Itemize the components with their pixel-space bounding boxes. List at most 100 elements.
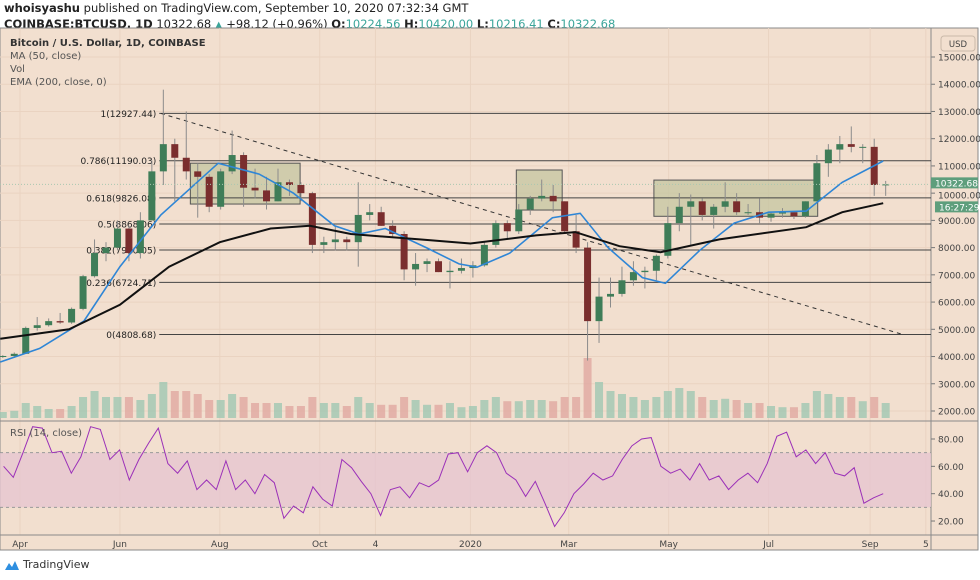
candle-body: [698, 201, 706, 215]
candle-body: [847, 144, 855, 147]
time-tick-label: May: [659, 540, 678, 550]
currency-button[interactable]: [940, 35, 976, 52]
volume-bar: [686, 391, 695, 418]
logo-text: TradingView: [23, 558, 90, 571]
candle-body: [68, 308, 76, 323]
volume-bar: [663, 391, 672, 418]
low-label: L:: [476, 17, 489, 31]
volume-bar: [870, 397, 879, 418]
volume-bar: [468, 406, 477, 418]
volume-bar: [732, 400, 741, 418]
volume-bar: [170, 391, 179, 418]
time-tick-label: Jul: [762, 540, 774, 550]
ema200-line[interactable]: [0, 202, 884, 340]
fib-level-label: 0.5(8868.06): [98, 220, 157, 230]
time-tick-label: Mar: [560, 540, 577, 550]
candle-body: [446, 270, 454, 273]
volume-bar: [537, 400, 546, 418]
trendline[interactable]: [160, 112, 904, 335]
candle-body: [297, 184, 305, 194]
candle-body: [217, 171, 225, 207]
publish-text: published on TradingView.com, September …: [79, 1, 469, 15]
candle-body: [412, 263, 420, 270]
legend-ma[interactable]: MA (50, close): [10, 51, 82, 62]
volume-bar: [228, 394, 237, 418]
volume-bar: [835, 397, 844, 418]
volume-bar: [262, 403, 271, 418]
volume-bar: [583, 358, 592, 418]
candle-body: [595, 296, 603, 322]
candle-body: [480, 244, 488, 266]
candle-body: [343, 239, 351, 243]
volume-bar: [216, 400, 225, 418]
candle-body: [801, 201, 809, 217]
ma50-line[interactable]: [0, 160, 884, 363]
time-tick-label: Oct: [312, 540, 328, 550]
legend-vol[interactable]: Vol: [10, 64, 25, 75]
triangle-up-icon: ▲: [214, 20, 223, 31]
legend-title: Bitcoin / U.S. Dollar, 1D, COINBASE: [10, 38, 206, 49]
candle-body: [733, 201, 741, 213]
volume-bar: [847, 397, 856, 418]
volume-bar: [445, 403, 454, 418]
volume-bar: [617, 394, 626, 418]
legend-rsi[interactable]: RSI (14, close): [10, 428, 83, 439]
rsi-line[interactable]: [3, 426, 884, 528]
candle-body: [148, 171, 156, 221]
candle-body: [710, 206, 718, 215]
volume-bar: [652, 397, 661, 418]
volume-bar: [698, 397, 707, 418]
price-tick-label: 11000.00: [938, 162, 980, 172]
volume-bar: [365, 403, 374, 418]
rsi-band: [0, 452, 931, 508]
volume-bar: [388, 404, 397, 418]
volume-bar: [778, 407, 787, 418]
volume-bar: [10, 410, 19, 418]
candle-body: [285, 182, 293, 185]
volume-bar: [79, 397, 88, 418]
price-tick-label: 3000.00: [938, 380, 975, 390]
author-name[interactable]: whoisyashu: [4, 1, 80, 15]
candle-body: [572, 231, 580, 248]
fib-level-label: 1(12927.44): [101, 110, 157, 120]
candle-body: [584, 247, 592, 322]
candle-body: [457, 268, 465, 271]
volume-bar: [101, 397, 110, 418]
legend-ema[interactable]: EMA (200, close, 0): [10, 77, 107, 88]
countdown-text: 16:27:29: [939, 203, 980, 213]
volume-bar: [400, 397, 409, 418]
tradingview-logo[interactable]: TradingView: [4, 558, 89, 571]
last-price-tag: [931, 177, 978, 189]
volume-bar: [354, 397, 363, 418]
candle-body: [182, 157, 190, 172]
candle-body: [0, 355, 7, 357]
candle-body: [366, 212, 374, 215]
candle-body: [102, 247, 110, 254]
price-tick-label: 7000.00: [938, 271, 975, 281]
time-tick-label: Aug: [211, 540, 229, 550]
volume-bar: [480, 400, 489, 418]
candle-body: [618, 280, 626, 294]
candle-body: [45, 321, 53, 326]
volume-bar: [423, 404, 432, 418]
volume-bar: [331, 403, 340, 418]
volume-bar: [606, 391, 615, 418]
candle-body: [22, 327, 30, 354]
volume-bar: [44, 409, 53, 418]
candle-body: [308, 193, 316, 245]
candle-body: [767, 213, 775, 218]
rsi-tick-label: 20.00: [938, 518, 964, 528]
rsi-tick-label: 80.00: [938, 436, 964, 446]
volume-bar: [457, 407, 466, 418]
volume-bar: [124, 397, 133, 418]
volume-bar: [572, 397, 581, 418]
price-tick-label: 6000.00: [938, 299, 975, 309]
candle-body: [274, 182, 282, 202]
candle-body: [205, 176, 213, 207]
volume-bar: [296, 406, 305, 418]
candle-body: [664, 223, 672, 256]
volume-bar: [342, 406, 351, 418]
candle-body: [836, 144, 844, 150]
consolidation-box[interactable]: [515, 169, 563, 211]
